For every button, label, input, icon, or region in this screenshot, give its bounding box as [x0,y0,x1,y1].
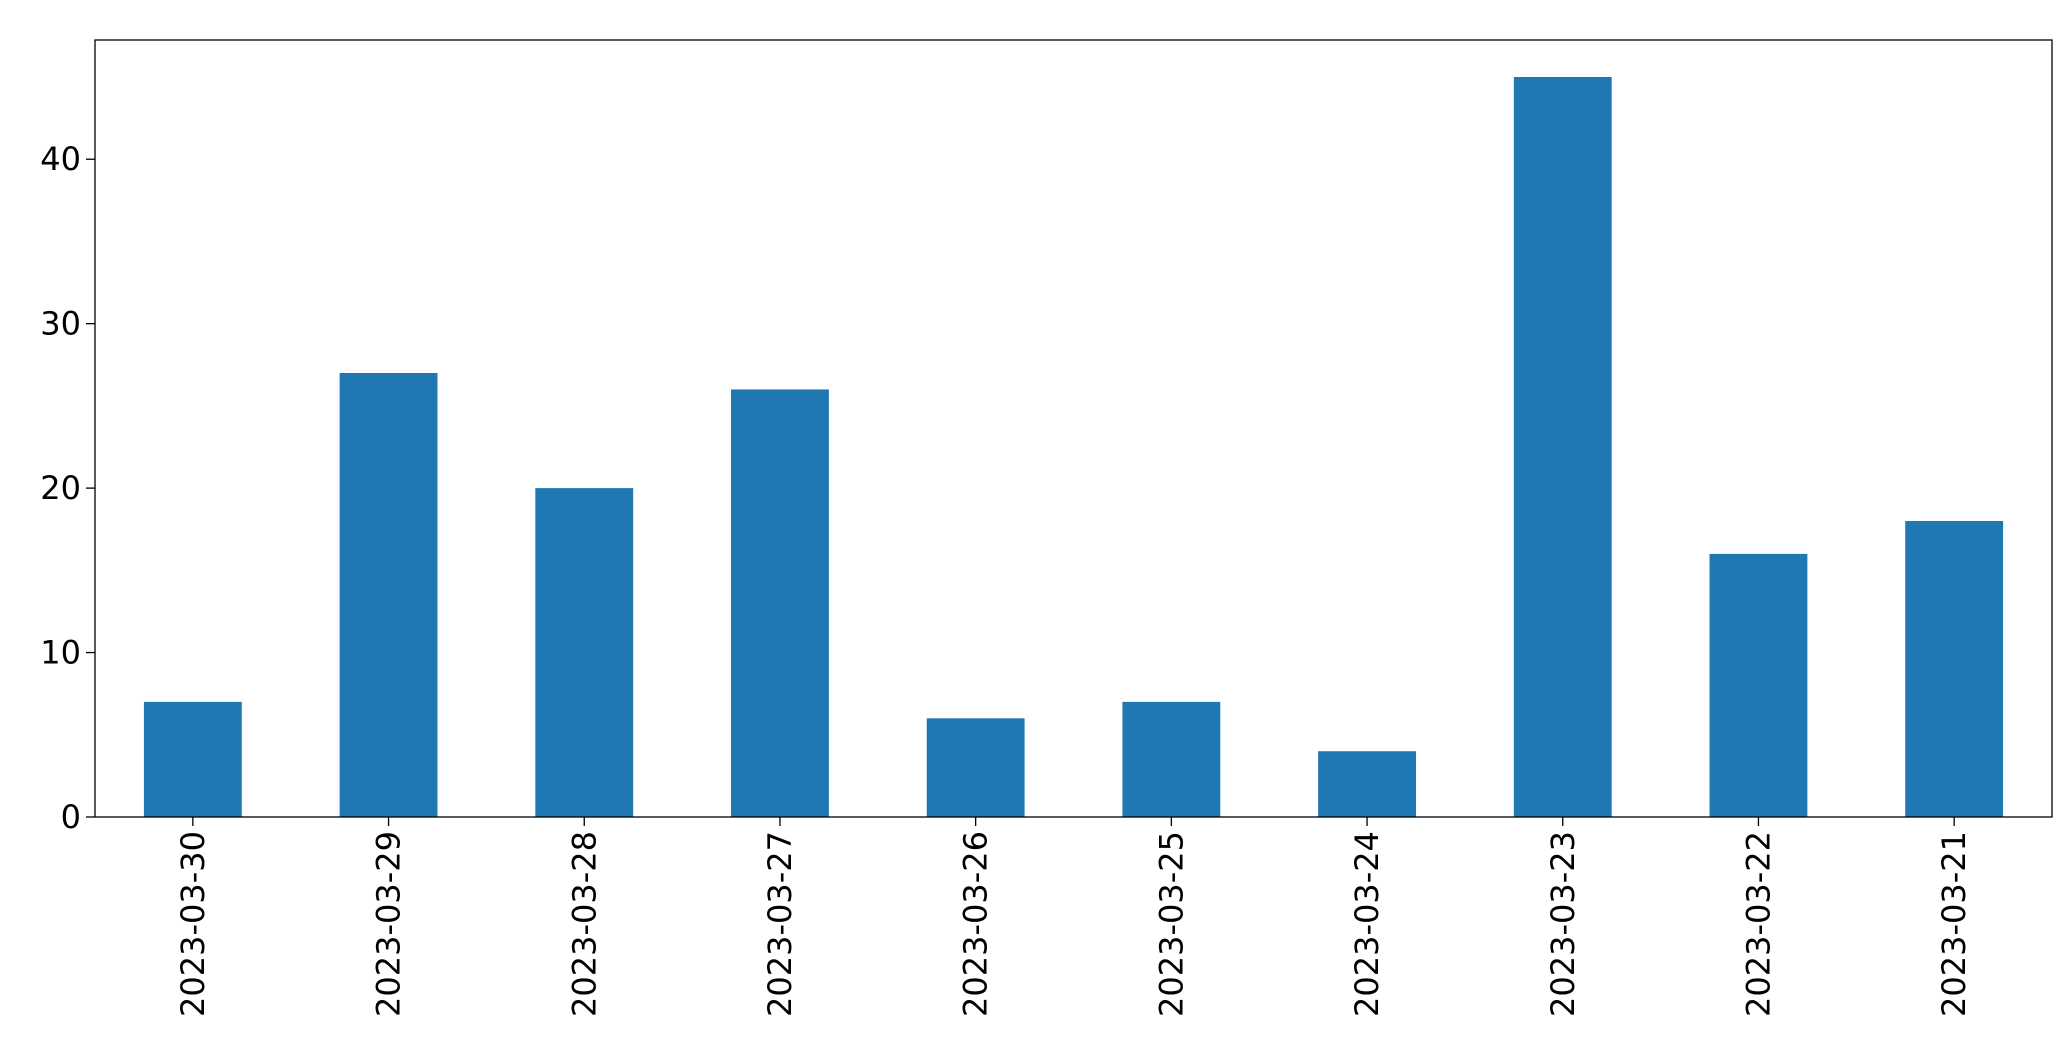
y-tick-label: 10 [40,634,81,672]
x-tick-label: 2023-03-23 [1544,831,1582,1017]
x-tick-label: 2023-03-27 [761,831,799,1017]
bar [143,701,242,817]
x-tick-label: 2023-03-25 [1152,831,1190,1017]
bar [1709,553,1808,817]
bar [1905,521,2004,817]
bar [339,373,438,817]
x-tick-label: 2023-03-26 [957,831,995,1017]
plot-frame [94,39,2053,818]
bar [926,718,1025,817]
bar [731,389,829,817]
y-tick-label: 20 [40,469,81,507]
x-tick-label: 2023-03-22 [1739,831,1777,1017]
bar [1513,77,1612,817]
bar [535,488,634,817]
x-tick-label: 2023-03-30 [174,831,212,1017]
bar [1122,701,1221,817]
x-tick-label: 2023-03-28 [565,831,603,1017]
y-tick-label: 0 [61,798,81,836]
bar [1318,751,1416,817]
x-tick-label: 2023-03-21 [1935,831,1973,1017]
y-tick-label: 30 [40,305,81,343]
x-tick-label: 2023-03-29 [370,831,408,1017]
y-tick-label: 40 [40,140,81,178]
x-tick-label: 2023-03-24 [1348,831,1386,1017]
